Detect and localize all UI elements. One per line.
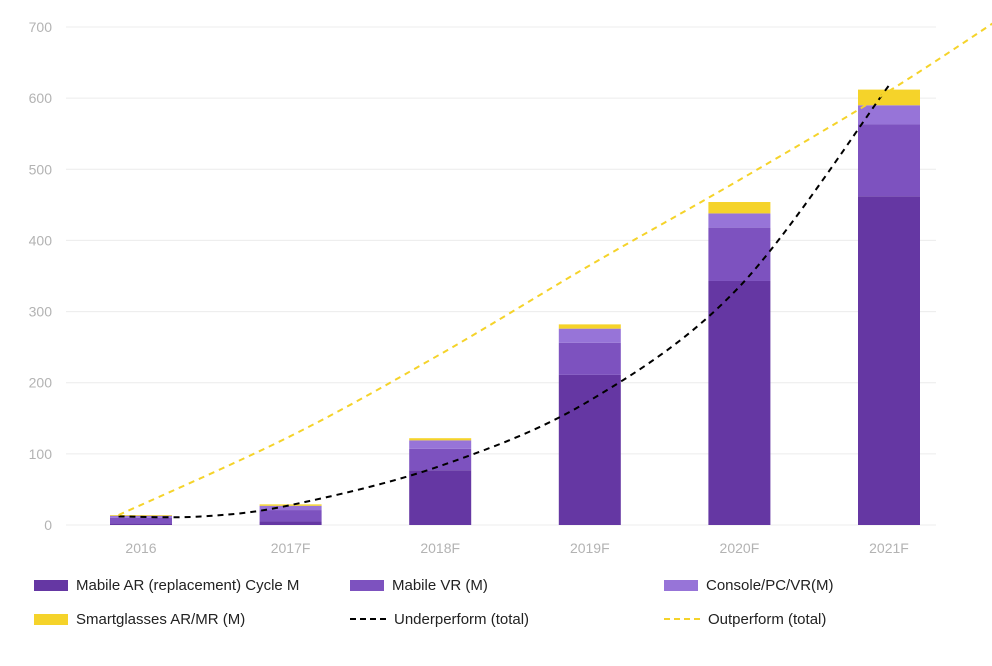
- bar-segment: [259, 504, 322, 506]
- bar-segment: [858, 196, 920, 525]
- bar-segment: [110, 523, 172, 525]
- x-tick-label: 2017F: [271, 540, 311, 556]
- bar-segment: [259, 521, 322, 525]
- x-tick-label: 2021F: [869, 540, 909, 556]
- x-tick-label: 2020F: [720, 540, 760, 556]
- bar-segment: [409, 438, 472, 441]
- bars: [110, 89, 920, 525]
- gridlines: [66, 26, 936, 526]
- bar-segment: [558, 324, 621, 329]
- bar-segment: [558, 342, 621, 375]
- x-tick-label: 2018F: [420, 540, 460, 556]
- y-tick-label: 0: [44, 517, 52, 533]
- bar-segment: [409, 448, 472, 471]
- bar-segment: [110, 517, 172, 524]
- x-tick-label: 2016: [125, 540, 156, 556]
- y-tick-label: 400: [29, 232, 53, 248]
- bar-segment: [259, 505, 322, 511]
- y-tick-label: 100: [29, 446, 53, 462]
- y-axis: 0 100 200 300 400 500 600 700: [29, 19, 53, 533]
- bar-segment: [858, 89, 920, 106]
- y-tick-label: 500: [29, 161, 53, 177]
- trend-lines: [118, 22, 992, 519]
- bar-segment: [708, 280, 771, 525]
- trend-line: [118, 84, 890, 519]
- bar-segment: [708, 202, 771, 214]
- y-tick-label: 700: [29, 19, 53, 35]
- bar-segment: [259, 510, 322, 522]
- x-axis: 2016 2017F 2018F 2019F 2020F 2021F: [125, 540, 908, 556]
- trend-line: [118, 22, 992, 516]
- bar-segment: [858, 105, 920, 125]
- bar-segment: [708, 213, 771, 228]
- bar-segment: [708, 227, 771, 281]
- y-tick-label: 200: [29, 375, 53, 391]
- bar-segment: [409, 470, 472, 525]
- y-tick-label: 600: [29, 90, 53, 106]
- y-tick-label: 300: [29, 304, 53, 320]
- bar-segment: [858, 124, 920, 197]
- bar-segment: [558, 328, 621, 343]
- x-tick-label: 2019F: [570, 540, 610, 556]
- bar-segment: [409, 440, 472, 449]
- bar-segment: [110, 515, 172, 516]
- bar-segment: [558, 374, 621, 525]
